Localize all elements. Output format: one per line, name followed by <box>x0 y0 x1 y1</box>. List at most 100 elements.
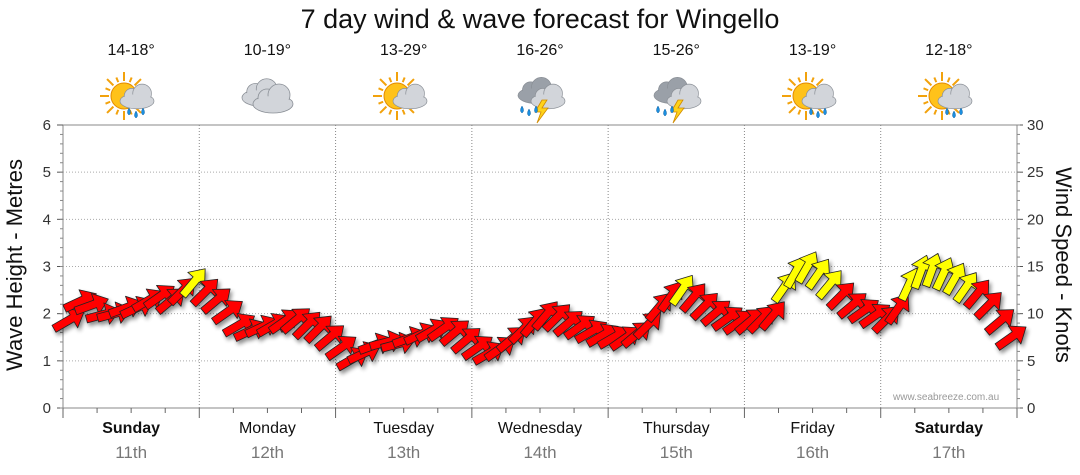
left-axis: 0 1 2 3 4 5 6 <box>43 117 63 417</box>
wind-arrow-shape <box>758 301 785 332</box>
credit-text: www.seabreeze.com.au <box>893 392 1000 403</box>
wind-arrow-shape <box>952 272 978 304</box>
wind-arrow <box>794 251 819 285</box>
wind-arrow <box>884 293 910 326</box>
left-axis-label: Wave Height - Metres <box>2 159 27 371</box>
wind-arrow <box>200 288 231 315</box>
day-name: Wednesday <box>497 420 583 437</box>
thunderstorm-icon <box>517 77 566 124</box>
wind-arrow-shape <box>794 251 819 285</box>
day-date: 12th <box>250 443 284 462</box>
wind-arrow <box>758 301 785 332</box>
day-temperature: 13-29° <box>380 42 428 59</box>
wind-arrow <box>303 315 332 345</box>
left-tick-label: 4 <box>43 211 51 228</box>
chart-grid <box>62 124 1018 418</box>
wind-arrow <box>179 268 206 299</box>
wind-arrow-shape <box>984 309 1015 336</box>
day-name: Tuesday <box>373 420 435 437</box>
wind-arrow-shape <box>921 252 944 289</box>
wind-arrow <box>189 278 219 308</box>
day-temperature: 14-18° <box>107 42 155 59</box>
wind-arrow-shape <box>931 257 956 292</box>
left-tick-label: 0 <box>43 400 51 417</box>
wind-arrow <box>678 283 706 314</box>
partly-cloudy-icon <box>372 72 428 120</box>
wind-arrow-shape <box>51 308 85 333</box>
wind-arrow-shape <box>73 293 109 316</box>
wind-arrow-shape <box>200 288 231 315</box>
left-tick-label: 1 <box>43 353 51 370</box>
wind-arrow <box>984 309 1015 336</box>
wind-arrow <box>211 300 243 326</box>
day-date: 13th <box>387 443 421 462</box>
cloudy-icon <box>242 78 294 114</box>
wind-arrow <box>952 272 978 304</box>
wind-arrow-shape <box>825 282 855 311</box>
wind-arrow-shape <box>678 283 706 314</box>
partly-cloudy-showers-icon <box>781 72 836 120</box>
wind-arrow-shape <box>962 279 990 310</box>
wind-arrow <box>668 274 694 307</box>
wind-arrow-shape <box>804 258 830 291</box>
right-tick-label: 0 <box>1027 400 1035 417</box>
wind-arrow-shape <box>179 268 206 299</box>
wind-arrow <box>51 308 85 333</box>
wind-arrow-shape <box>211 300 243 326</box>
wind-arrow-shape <box>668 274 694 307</box>
day-name: Monday <box>238 420 296 437</box>
day-temperature: 10-19° <box>243 42 292 59</box>
day-date: 11th <box>115 443 148 462</box>
day-name: Thursday <box>642 420 710 437</box>
chart-title: 7 day wind & wave forecast for Wingello <box>300 4 780 34</box>
day-temperature: 15-26° <box>652 42 700 59</box>
wind-arrows <box>51 251 1027 372</box>
wind-arrow-shape <box>815 270 842 301</box>
right-tick-label: 20 <box>1027 211 1044 228</box>
wind-arrow-shape <box>973 292 1002 321</box>
wind-arrow-shape <box>942 262 967 296</box>
wind-arrow <box>324 335 357 362</box>
wind-arrow <box>804 258 830 291</box>
wind-arrow <box>931 257 956 292</box>
right-tick-label: 25 <box>1027 164 1044 181</box>
wind-arrow <box>962 279 990 310</box>
day-name: Saturday <box>914 420 984 437</box>
wind-arrow-shape <box>313 325 345 352</box>
right-axis: 0 5 10 15 20 25 30 <box>1017 117 1044 417</box>
left-tick-label: 2 <box>43 306 51 323</box>
day-date: 17th <box>932 443 966 462</box>
wind-arrow-shape <box>303 315 332 345</box>
wind-arrow <box>942 262 967 296</box>
right-tick-label: 10 <box>1027 306 1044 323</box>
wind-arrow <box>313 325 345 352</box>
wind-arrow <box>994 325 1027 351</box>
right-tick-label: 30 <box>1027 117 1044 134</box>
wind-arrow-shape <box>884 293 910 326</box>
wind-arrow-shape <box>189 278 219 308</box>
day-name: Friday <box>790 420 835 437</box>
right-axis-label: Wind Speed - Knots <box>1051 167 1076 363</box>
left-tick-label: 5 <box>43 164 51 181</box>
partly-cloudy-showers-icon <box>917 72 973 120</box>
day-date: 15th <box>659 443 693 462</box>
day-name: Sunday <box>102 420 161 437</box>
wind-arrow <box>221 313 255 338</box>
wind-arrow <box>825 282 855 311</box>
right-tick-label: 5 <box>1027 353 1035 370</box>
day-date: 14th <box>523 443 557 462</box>
wind-arrow <box>73 293 109 316</box>
thunderstorm-icon <box>653 77 702 124</box>
wind-arrow-shape <box>221 313 255 338</box>
day-temperature: 16-26° <box>516 42 564 59</box>
left-tick-label: 3 <box>43 259 51 276</box>
wind-arrow-shape <box>994 325 1027 351</box>
day-date: 16th <box>796 443 830 462</box>
wind-arrow <box>815 270 842 301</box>
wind-arrow <box>973 292 1002 321</box>
left-tick-label: 6 <box>43 117 51 134</box>
partly-cloudy-showers-icon <box>100 72 155 120</box>
wind-arrow-shape <box>324 335 357 362</box>
right-tick-label: 15 <box>1027 259 1044 276</box>
